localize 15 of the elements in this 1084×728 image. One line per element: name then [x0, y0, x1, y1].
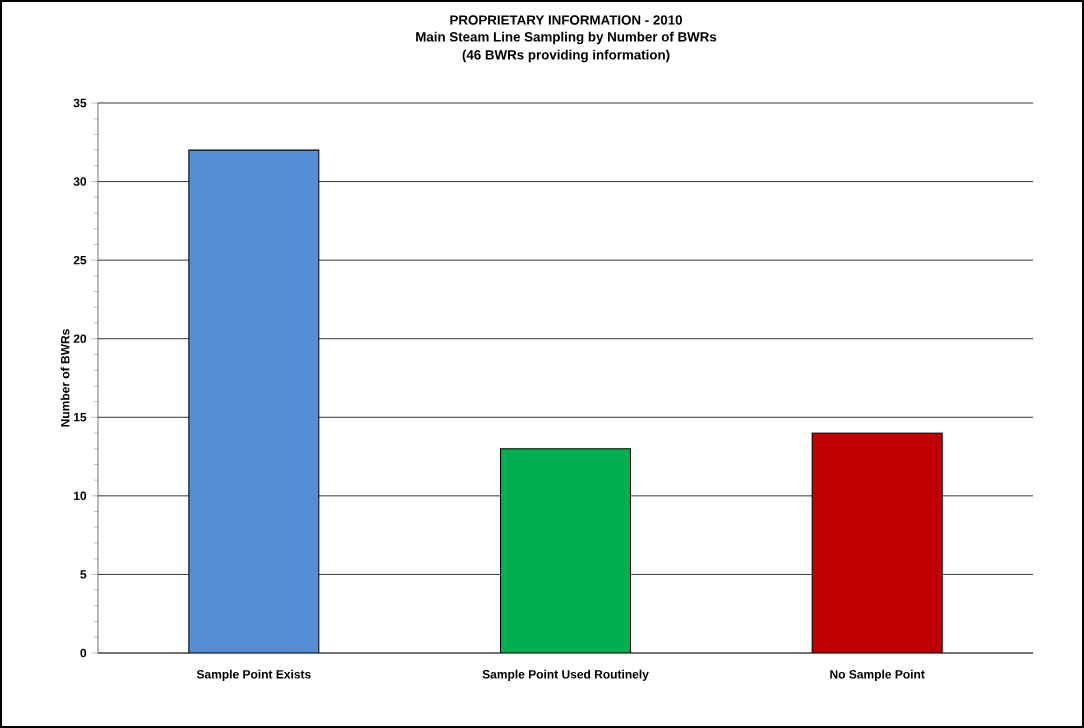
y-tick-label: 35: [73, 98, 87, 108]
y-tick-label: 30: [73, 177, 87, 186]
chart-subtitle: Main Steam Line Sampling by Number of BWRs: [416, 31, 717, 45]
y-axis-title: Number of BWRs: [60, 329, 70, 427]
y-tick-label: 0: [80, 648, 87, 658]
y-tick-label: 20: [73, 334, 87, 343]
y-tick-label: 5: [80, 570, 87, 579]
x-tick-label: Sample Point Used Routinely: [482, 669, 649, 681]
y-tick-label: 25: [73, 255, 87, 265]
text: (46 BWRs providing information): [462, 49, 670, 63]
x-tick-label: Sample Point Exists: [196, 669, 311, 681]
chart-title: PROPRIETARY INFORMATION - 2010: [450, 15, 683, 25]
y-tick-label: 15: [74, 413, 87, 422]
y-tick-label: 10: [74, 491, 87, 501]
x-tick-label: No Sample Point: [830, 669, 925, 681]
